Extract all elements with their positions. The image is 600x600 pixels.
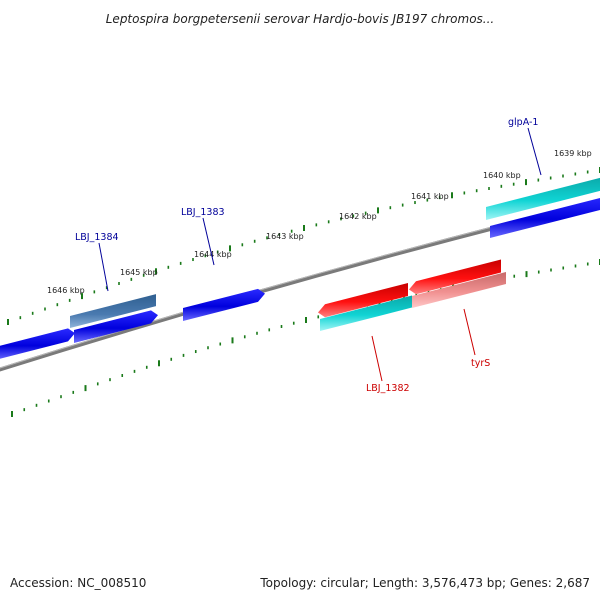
- tick-label: 1641 kbp: [411, 192, 449, 201]
- tick-label: 1644 kbp: [194, 250, 232, 259]
- gene-leader-line: [371, 335, 383, 382]
- cds-feature-glpa1: [486, 177, 600, 220]
- outer-tick-ring: [7, 167, 600, 325]
- tick-label: 1645 kbp: [120, 268, 158, 277]
- accession-text: Accession: NC_008510: [10, 576, 147, 590]
- cds-feature-lbj1382: [318, 283, 408, 318]
- map-title: Leptospira borgpetersenii serovar Hardjo…: [106, 12, 495, 26]
- cds-feature-lbj1383: [183, 288, 265, 321]
- gene-label: glpA-1: [508, 117, 538, 128]
- gene-leader-line: [527, 127, 542, 176]
- gene-features: [0, 177, 600, 359]
- gene-labels: LBJ_1384 LBJ_1383 glpA-1 LBJ_1382 tyrS: [75, 117, 542, 394]
- tick-label: 1640 kbp: [483, 171, 521, 180]
- cds-feature: [0, 328, 75, 359]
- cds-feature: [74, 310, 158, 343]
- tick-label: 1642 kbp: [339, 212, 377, 221]
- gene-label: LBJ_1383: [181, 207, 225, 218]
- gene-leader-line: [98, 242, 109, 292]
- gene-leader-line: [463, 308, 476, 356]
- tick-label: 1643 kbp: [266, 232, 304, 241]
- gene-label: LBJ_1384: [75, 232, 119, 243]
- genome-summary-text: Topology: circular; Length: 3,576,473 bp…: [260, 576, 590, 590]
- cds-feature: [490, 197, 600, 238]
- gene-label: tyrS: [471, 358, 490, 369]
- cds-feature-tyrs: [412, 272, 506, 308]
- tick-labels: 1646 kbp 1645 kbp 1644 kbp 1643 kbp 1642 kbp…: [47, 149, 592, 295]
- cds-feature-lbj1384: [70, 294, 156, 328]
- gene-label: LBJ_1382: [366, 383, 410, 394]
- gene-leader-line: [202, 217, 215, 266]
- tick-label: 1639 kbp: [554, 149, 592, 158]
- cds-feature: [409, 259, 501, 295]
- cds-feature: [320, 295, 412, 331]
- tick-label: 1646 kbp: [47, 286, 85, 295]
